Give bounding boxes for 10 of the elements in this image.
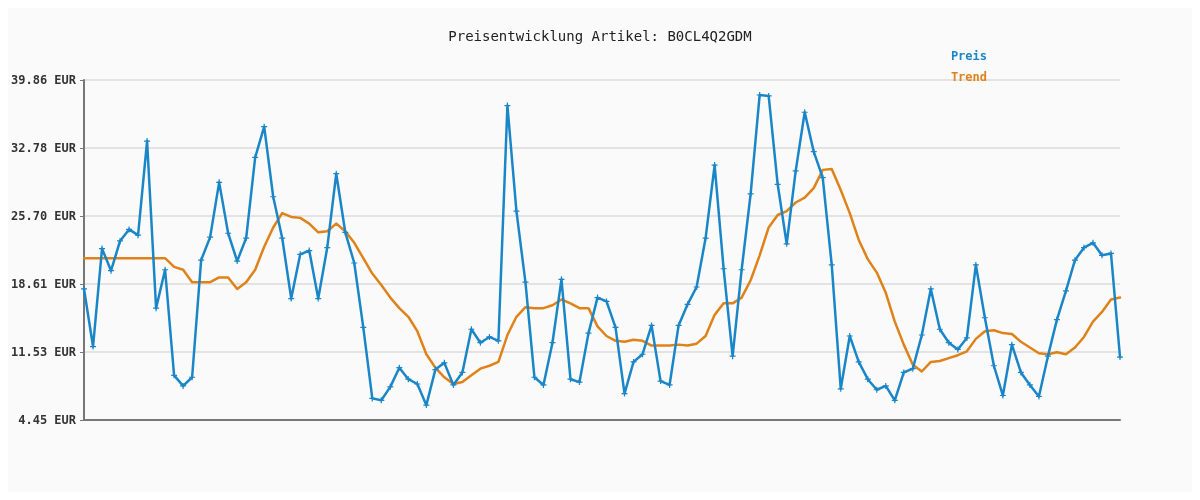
- line-series: [82, 167, 1122, 386]
- text: Trend: [950, 70, 987, 84]
- y-tick-label: 4.45 EUR: [18, 413, 77, 427]
- y-tick-label: 32.78 EUR: [10, 140, 77, 155]
- y-tick-label: 18.61 EUR: [10, 277, 77, 292]
- y-tick-label: 11.53 EUR: [10, 345, 77, 360]
- y-tick-label: 25.70 EUR: [10, 208, 77, 223]
- chart-title: Preisentwicklung Artikel: B0CL4Q2GDM: [448, 28, 752, 44]
- text: Preis: [950, 49, 987, 63]
- y-tick-label: 39.86 EUR: [10, 73, 77, 87]
